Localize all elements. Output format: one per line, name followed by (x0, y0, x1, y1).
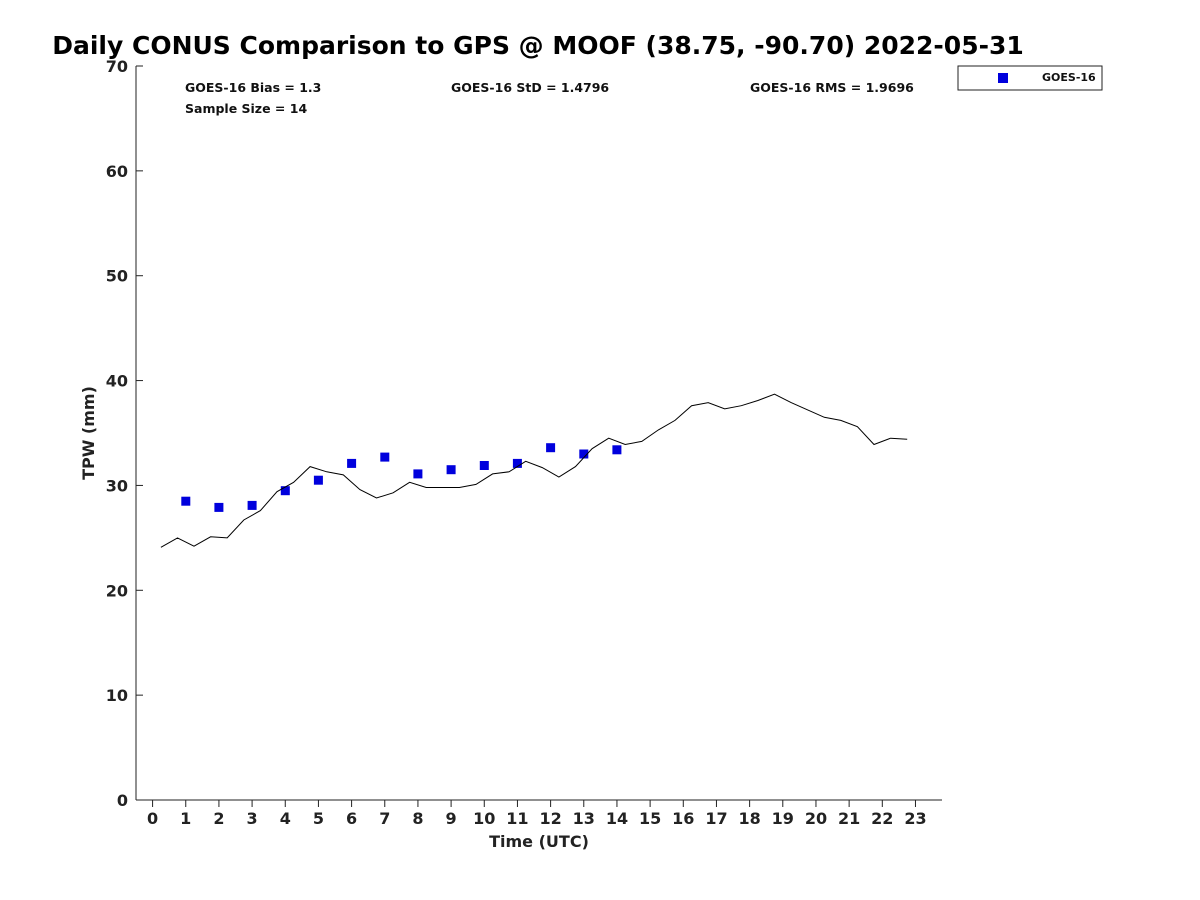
x-tick-label-23: 23 (904, 809, 926, 828)
series-layer (160, 393, 908, 548)
x-tick-label-4: 4 (280, 809, 291, 828)
y-tick-label-10: 10 (106, 686, 128, 705)
goes16-point-7 (380, 452, 390, 462)
std-stat: GOES-16 StD = 1.4796 (451, 80, 609, 95)
goes16-point-14 (612, 445, 622, 455)
sample-size-stat: Sample Size = 14 (185, 101, 307, 116)
legend-label-goes16: GOES-16 (1042, 71, 1096, 84)
goes16-point-4 (280, 486, 290, 496)
x-tick-label-13: 13 (573, 809, 595, 828)
x-axis-ticks: 0 1 2 3 4 5 6 7 8 9 10 11 12 13 14 15 16 17 18 19 20 21 22 23 (147, 800, 927, 828)
x-axis-label: Time (UTC) (489, 832, 589, 851)
gps-tpw-line (160, 393, 908, 548)
x-tick-label-7: 7 (379, 809, 390, 828)
y-tick-label-20: 20 (106, 581, 128, 600)
x-tick-label-1: 1 (180, 809, 191, 828)
x-tick-label-9: 9 (446, 809, 457, 828)
y-tick-label-0: 0 (117, 791, 128, 810)
goes16-point-2 (214, 502, 224, 512)
bias-stat: GOES-16 Bias = 1.3 (185, 80, 321, 95)
goes16-point-9 (446, 465, 456, 475)
goes16-point-8 (413, 469, 423, 479)
x-tick-label-19: 19 (772, 809, 794, 828)
legend: GOES-16 (957, 65, 1103, 91)
x-tick-label-17: 17 (705, 809, 727, 828)
x-tick-label-14: 14 (606, 809, 628, 828)
x-tick-label-10: 10 (473, 809, 495, 828)
y-tick-label-60: 60 (106, 162, 128, 181)
x-tick-label-21: 21 (838, 809, 860, 828)
goes16-point-13 (579, 449, 589, 459)
x-tick-label-22: 22 (871, 809, 893, 828)
goes16-point-11 (512, 458, 522, 468)
plot-area (135, 66, 942, 801)
x-tick-label-6: 6 (346, 809, 357, 828)
legend-marker-goes16 (998, 73, 1008, 83)
x-tick-label-0: 0 (147, 809, 158, 828)
x-tick-label-18: 18 (738, 809, 760, 828)
x-tick-label-3: 3 (247, 809, 258, 828)
y-axis-label: TPW (mm) (79, 386, 98, 480)
x-tick-label-15: 15 (639, 809, 661, 828)
goes16-point-5 (313, 475, 323, 485)
x-tick-label-20: 20 (805, 809, 827, 828)
y-tick-label-50: 50 (106, 267, 128, 286)
x-tick-label-16: 16 (672, 809, 694, 828)
x-tick-label-5: 5 (313, 809, 324, 828)
rms-stat: GOES-16 RMS = 1.9696 (750, 80, 914, 95)
goes16-point-12 (546, 443, 556, 453)
goes16-point-1 (181, 496, 191, 506)
x-tick-label-8: 8 (412, 809, 423, 828)
legend-box (957, 65, 1103, 91)
goes16-point-3 (247, 500, 257, 510)
y-tick-label-40: 40 (106, 372, 128, 391)
x-tick-label-2: 2 (213, 809, 224, 828)
y-tick-label-30: 30 (106, 476, 128, 495)
goes16-point-6 (347, 458, 357, 468)
y-tick-label-70: 70 (106, 57, 128, 76)
chart-title: Daily CONUS Comparison to GPS @ MOOF (38… (52, 31, 1024, 60)
x-tick-label-11: 11 (506, 809, 528, 828)
y-axis-ticks: 0 10 20 30 40 50 60 70 (106, 57, 143, 810)
goes16-point-10 (479, 461, 489, 470)
x-tick-label-12: 12 (539, 809, 561, 828)
